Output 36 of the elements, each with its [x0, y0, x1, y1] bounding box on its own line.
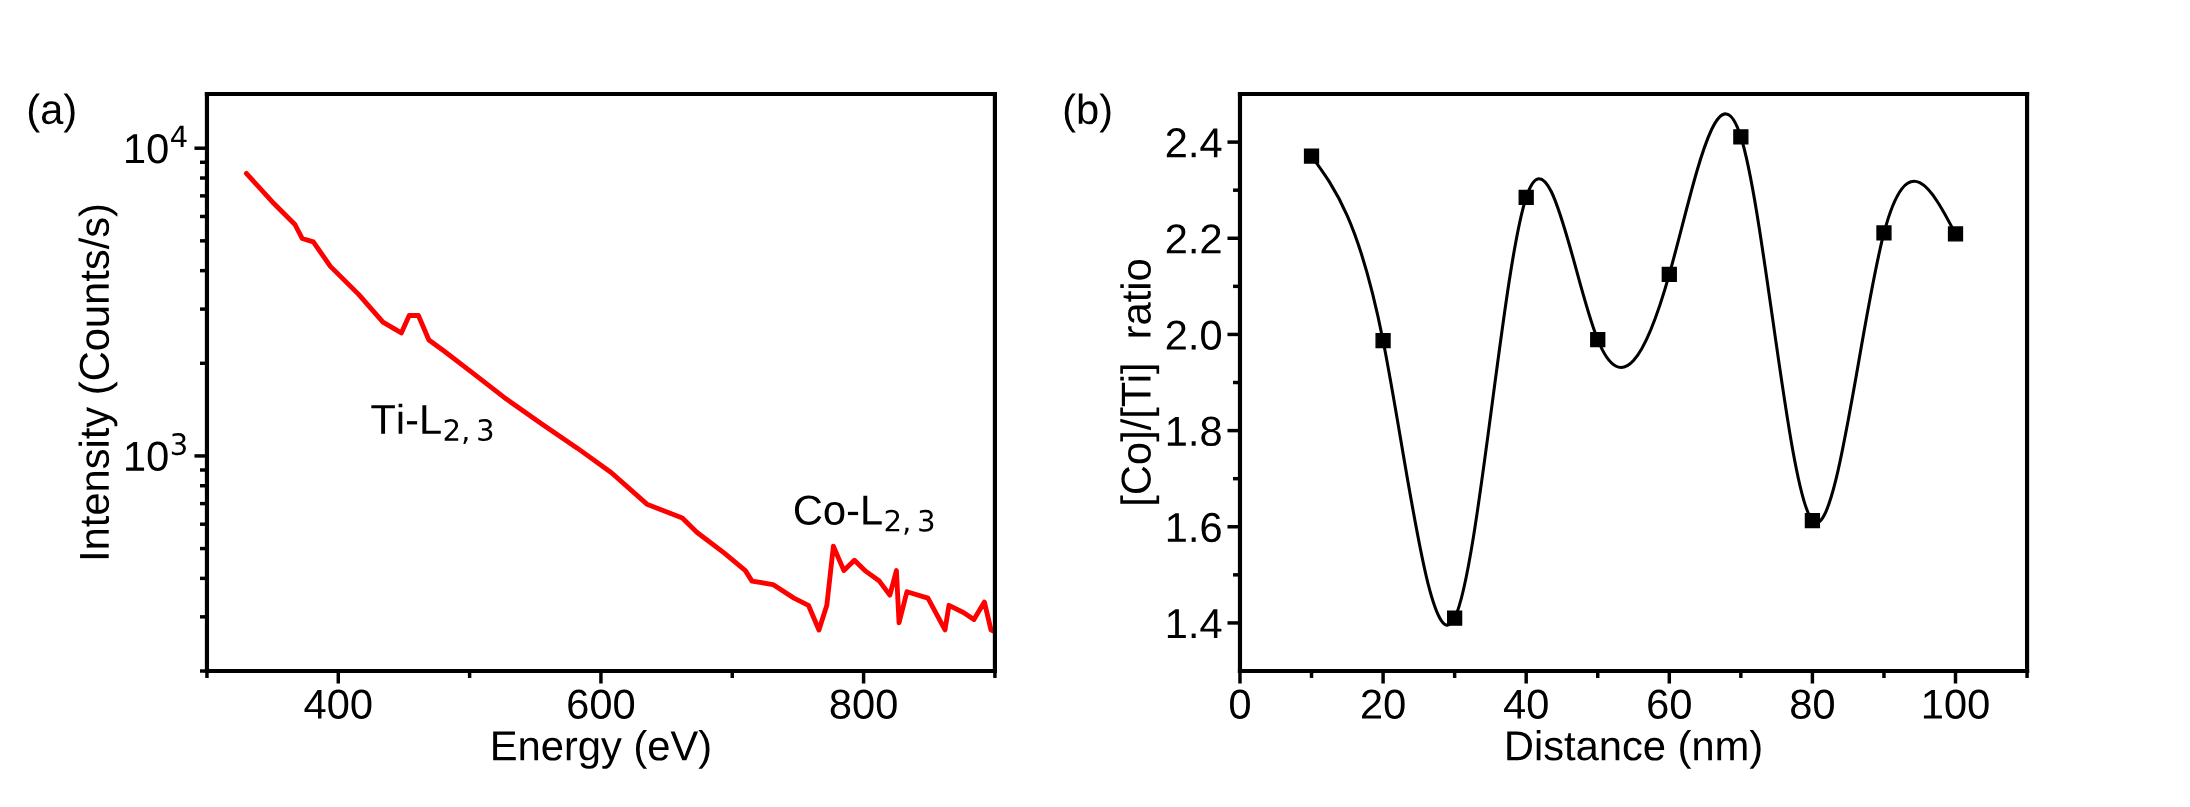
x-axis-title: Distance (nm) [1507, 730, 1761, 769]
x-tick-label: 100 [1923, 689, 1989, 719]
line-series [243, 171, 995, 635]
y-tick-label: 1.8 [1167, 416, 1221, 447]
annotation: Ti-L$_{2,3}$ [371, 403, 493, 445]
x-tick-label: 80 [1791, 689, 1834, 719]
y-tick-label: 2.0 [1166, 320, 1221, 350]
point [1947, 226, 1964, 242]
text: (b) [1064, 93, 1111, 133]
annotation: Co-L$_{2,3}$ [794, 495, 934, 535]
x-tick-label: 800 [830, 689, 897, 719]
y-tick-label: 10$^{3}$ [126, 433, 186, 472]
point [1661, 266, 1677, 282]
y-tick-label: 1.6 [1167, 512, 1221, 543]
y-tick-label: 10$^{4}$ [126, 125, 187, 164]
y-axis-title: Intensity (Counts/s) [78, 205, 118, 559]
text: (a) [28, 93, 75, 133]
point [1446, 610, 1463, 626]
x-tick-label: 600 [568, 689, 635, 719]
x-tick-label: 60 [1648, 689, 1691, 719]
point [1375, 333, 1391, 349]
y-tick-label: 2.4 [1166, 128, 1222, 158]
x-tick-label: 400 [304, 689, 372, 719]
point [1303, 148, 1320, 164]
x-tick-label: 40 [1503, 689, 1548, 719]
x-tick-label: 20 [1362, 689, 1405, 719]
y-tick-label: 2.2 [1166, 224, 1221, 254]
x-tick-label: 0 [1230, 689, 1250, 719]
point [1518, 189, 1534, 206]
point [1733, 129, 1749, 145]
x-axis-title: Energy (eV) [493, 730, 710, 769]
y-tick-label: 1.4 [1167, 609, 1222, 639]
point [1590, 332, 1606, 348]
point [1804, 512, 1821, 529]
y-axis-title: [Co]/[Ti] ratio [1120, 260, 1160, 504]
point [1876, 225, 1892, 241]
